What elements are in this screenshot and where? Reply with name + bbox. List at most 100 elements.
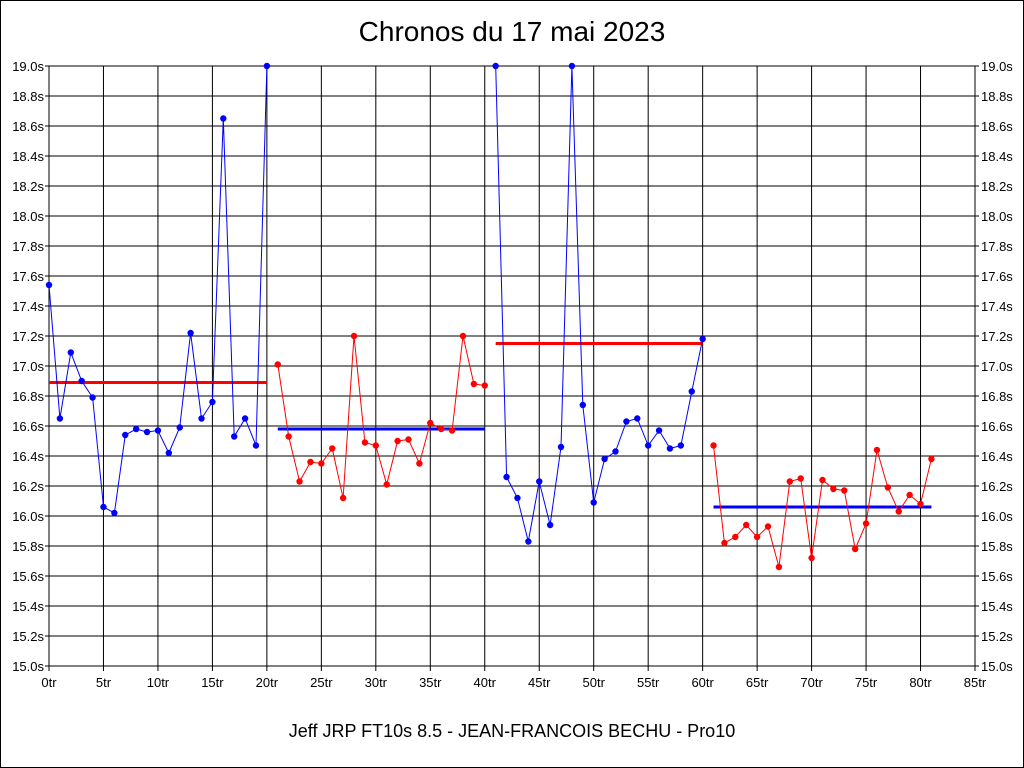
data-point xyxy=(176,424,183,431)
data-point xyxy=(873,446,881,454)
data-point xyxy=(481,382,488,389)
y-tick-label-right: 15.6s xyxy=(981,569,1013,584)
data-point xyxy=(318,460,325,467)
y-tick-label-right: 17.8s xyxy=(981,239,1013,254)
y-tick-label-left: 18.4s xyxy=(12,149,44,164)
y-tick-label-right: 18.8s xyxy=(981,89,1013,104)
data-point xyxy=(830,485,837,493)
data-point xyxy=(45,281,53,289)
y-tick-label-left: 17.8s xyxy=(12,239,44,254)
data-point xyxy=(405,436,412,443)
y-tick-label-right: 16.2s xyxy=(981,479,1013,494)
y-tick-label-right: 15.0s xyxy=(981,659,1013,674)
y-tick-label-left: 18.2s xyxy=(12,179,44,194)
series-line xyxy=(495,65,704,542)
data-point xyxy=(797,475,804,482)
data-point xyxy=(612,448,619,455)
x-tick-label: 15tr xyxy=(201,675,224,690)
y-tick-label-right: 17.0s xyxy=(981,359,1013,374)
data-point xyxy=(329,445,336,452)
data-point xyxy=(187,329,194,337)
data-point xyxy=(503,473,510,481)
data-point xyxy=(459,332,467,340)
data-point xyxy=(78,377,85,385)
data-point xyxy=(132,425,140,433)
y-tick-label-right: 18.6s xyxy=(981,119,1013,134)
data-point xyxy=(492,62,499,70)
y-tick-label-left: 15.6s xyxy=(12,569,44,584)
x-tick-label: 35tr xyxy=(419,675,442,690)
data-point xyxy=(536,478,543,485)
y-tick-label-right: 19.0s xyxy=(981,59,1013,74)
y-tick-label-right: 16.4s xyxy=(981,449,1013,464)
data-point xyxy=(917,500,924,508)
x-tick-label: 45tr xyxy=(528,675,551,690)
y-tick-label-right: 15.4s xyxy=(981,599,1013,614)
data-point xyxy=(666,445,674,452)
data-point xyxy=(655,427,663,434)
data-point xyxy=(590,499,597,506)
data-point xyxy=(296,478,303,485)
data-point xyxy=(895,508,902,515)
y-tick-label-left: 15.4s xyxy=(12,599,44,614)
data-point xyxy=(220,115,227,122)
data-point xyxy=(252,442,260,449)
data-point xyxy=(89,394,96,401)
data-point xyxy=(884,484,892,491)
data-point xyxy=(372,442,380,449)
chart-footer: Jeff JRP FT10s 8.5 - JEAN-FRANCOIS BECHU… xyxy=(288,721,736,741)
x-tick-label: 30tr xyxy=(365,675,388,690)
y-tick-label-left: 17.6s xyxy=(12,269,44,284)
y-tick-label-left: 18.6s xyxy=(12,119,44,134)
data-point xyxy=(231,433,238,440)
data-point xyxy=(579,401,587,409)
data-point xyxy=(416,460,423,467)
chart-title: Chronos du 17 mai 2023 xyxy=(358,16,666,47)
y-tick-label-right: 18.2s xyxy=(981,179,1013,194)
y-tick-label-left: 19.0s xyxy=(12,59,44,74)
x-tick-label: 25tr xyxy=(310,675,333,690)
data-point xyxy=(470,380,478,388)
x-tick-label: 65tr xyxy=(746,675,769,690)
data-point xyxy=(143,428,151,436)
data-point xyxy=(350,332,358,340)
x-tick-label: 0tr xyxy=(41,675,57,690)
data-point xyxy=(753,533,761,541)
y-tick-label-right: 16.0s xyxy=(981,509,1013,524)
x-tick-label: 55tr xyxy=(637,675,660,690)
y-tick-label-right: 18.4s xyxy=(981,149,1013,164)
data-point xyxy=(154,427,162,434)
data-point xyxy=(274,361,281,368)
data-point xyxy=(122,431,129,439)
data-point xyxy=(851,545,859,553)
data-point xyxy=(394,437,401,445)
plot-frame xyxy=(48,65,976,667)
y-tick-label-right: 17.4s xyxy=(981,299,1013,314)
data-point xyxy=(165,449,173,457)
y-tick-label-left: 17.2s xyxy=(12,329,44,344)
data-point xyxy=(557,443,565,451)
data-point xyxy=(383,481,390,488)
data-point xyxy=(688,388,695,395)
data-point xyxy=(764,523,772,530)
data-point xyxy=(634,415,641,422)
data-point xyxy=(786,478,793,485)
data-point xyxy=(862,520,870,527)
data-point xyxy=(808,554,815,562)
data-point xyxy=(819,476,826,484)
x-tick-label: 5tr xyxy=(96,675,112,690)
data-point xyxy=(448,427,456,434)
data-point xyxy=(307,458,314,466)
data-point xyxy=(514,494,521,502)
y-tick-label-left: 16.0s xyxy=(12,509,44,524)
data-point xyxy=(601,455,608,463)
y-tick-label-left: 18.0s xyxy=(12,209,44,224)
y-tick-label-right: 15.8s xyxy=(981,539,1013,554)
data-point xyxy=(111,509,118,517)
data-point xyxy=(623,418,630,425)
data-point xyxy=(743,521,750,529)
y-tick-label-left: 18.8s xyxy=(12,89,44,104)
y-tick-label-left: 16.8s xyxy=(12,389,44,404)
data-point xyxy=(263,62,271,70)
